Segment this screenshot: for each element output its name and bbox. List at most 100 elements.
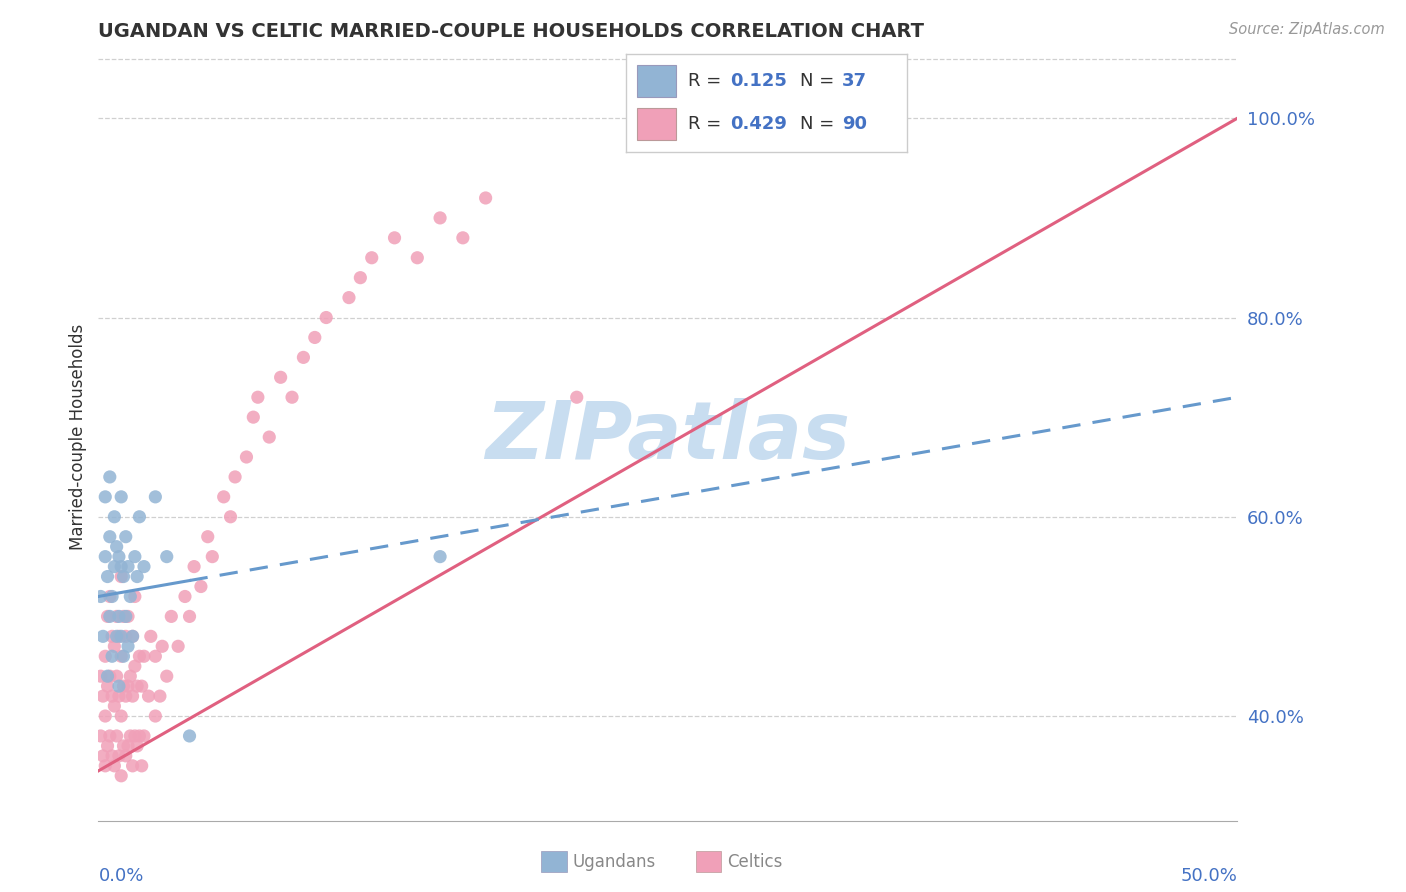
Point xyxy=(270,370,292,384)
FancyBboxPatch shape xyxy=(637,65,676,96)
Point xyxy=(110,569,132,583)
Text: 0.0%: 0.0% xyxy=(98,867,143,885)
Point xyxy=(124,659,146,673)
Point xyxy=(110,490,132,504)
Point xyxy=(121,759,143,773)
Text: 37: 37 xyxy=(842,72,868,90)
Point xyxy=(132,729,155,743)
Point xyxy=(315,310,337,325)
Point xyxy=(96,609,118,624)
Point xyxy=(108,629,131,643)
Point xyxy=(112,739,135,753)
Point xyxy=(114,629,136,643)
Text: N =: N = xyxy=(800,72,839,90)
Point xyxy=(160,609,183,624)
Point xyxy=(108,609,131,624)
Point xyxy=(337,291,360,305)
Point xyxy=(114,530,136,544)
Point xyxy=(110,709,132,723)
Text: 50.0%: 50.0% xyxy=(1181,867,1237,885)
Text: UGANDAN VS CELTIC MARRIED-COUPLE HOUSEHOLDS CORRELATION CHART: UGANDAN VS CELTIC MARRIED-COUPLE HOUSEHO… xyxy=(98,21,924,41)
Point xyxy=(101,689,124,703)
Point xyxy=(167,640,190,654)
Point xyxy=(174,590,197,604)
Point xyxy=(128,729,150,743)
Point xyxy=(219,509,242,524)
Point xyxy=(145,490,167,504)
Point xyxy=(190,580,212,594)
Point xyxy=(103,559,125,574)
Text: ZIPatlas: ZIPatlas xyxy=(485,398,851,476)
Point xyxy=(94,490,117,504)
Text: R =: R = xyxy=(688,115,727,133)
Point xyxy=(94,709,117,723)
Point xyxy=(128,649,150,664)
Point xyxy=(108,549,131,564)
Point xyxy=(121,629,143,643)
Text: Ugandans: Ugandans xyxy=(572,853,655,871)
Text: 0.429: 0.429 xyxy=(730,115,786,133)
Point xyxy=(94,549,117,564)
Point xyxy=(110,559,132,574)
Point xyxy=(94,759,117,773)
Point xyxy=(149,689,172,703)
Text: 90: 90 xyxy=(842,115,868,133)
Point xyxy=(246,390,269,404)
Point xyxy=(179,729,201,743)
Point xyxy=(429,549,451,564)
Point xyxy=(150,640,173,654)
Point xyxy=(124,549,146,564)
Point xyxy=(96,669,118,683)
Point xyxy=(108,689,131,703)
Point xyxy=(201,549,224,564)
Point xyxy=(156,669,179,683)
Point xyxy=(121,629,143,643)
Point xyxy=(138,689,160,703)
Point xyxy=(127,739,149,753)
Point xyxy=(103,509,125,524)
Point xyxy=(101,590,124,604)
Point xyxy=(98,669,121,683)
FancyBboxPatch shape xyxy=(637,109,676,140)
Point xyxy=(197,530,219,544)
Point xyxy=(91,629,114,643)
Point xyxy=(108,748,131,763)
Point xyxy=(105,540,128,554)
Point xyxy=(105,669,128,683)
Point xyxy=(120,590,142,604)
Point xyxy=(103,640,125,654)
Point xyxy=(281,390,304,404)
Point xyxy=(110,649,132,664)
Point xyxy=(145,709,167,723)
Point xyxy=(474,191,496,205)
Point xyxy=(98,470,121,484)
Point xyxy=(90,669,112,683)
Point xyxy=(98,609,121,624)
Point xyxy=(105,609,128,624)
Point xyxy=(212,490,235,504)
Point xyxy=(139,629,162,643)
Point xyxy=(565,390,588,404)
Point xyxy=(121,689,143,703)
Point xyxy=(91,748,114,763)
Point xyxy=(132,559,155,574)
Text: Celtics: Celtics xyxy=(727,853,782,871)
Point xyxy=(96,569,118,583)
Point xyxy=(304,330,326,344)
Point xyxy=(96,739,118,753)
Text: R =: R = xyxy=(688,72,727,90)
Point xyxy=(117,640,139,654)
Point xyxy=(242,410,264,425)
Point xyxy=(112,649,135,664)
Point xyxy=(108,679,131,693)
Point xyxy=(98,729,121,743)
Point xyxy=(127,569,149,583)
Point xyxy=(124,590,146,604)
Point xyxy=(120,729,142,743)
Point xyxy=(429,211,451,225)
Point xyxy=(101,629,124,643)
Point xyxy=(132,649,155,664)
Point xyxy=(105,729,128,743)
Point xyxy=(360,251,382,265)
Point xyxy=(117,559,139,574)
